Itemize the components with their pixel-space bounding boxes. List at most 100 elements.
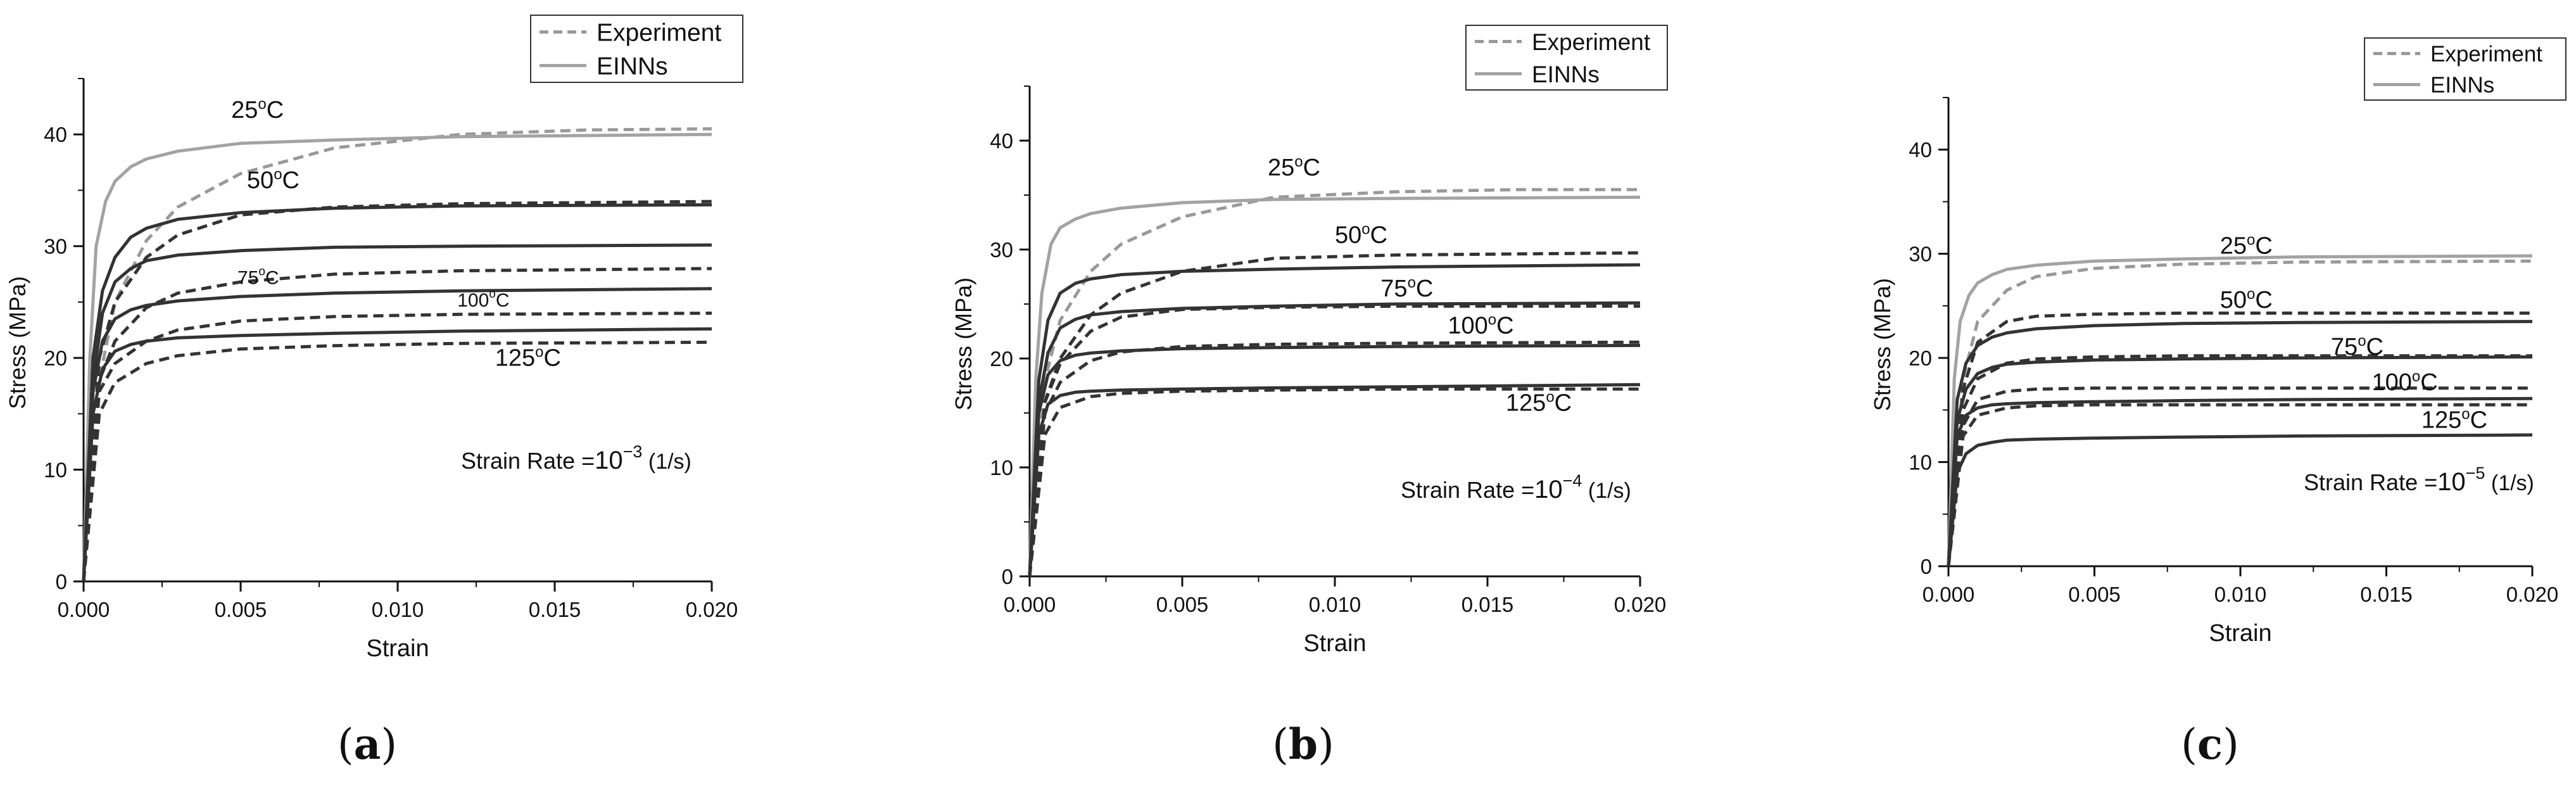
y-tick-label: 40 bbox=[44, 123, 67, 146]
temperature-unit: C bbox=[1555, 390, 1572, 417]
y-tick-label: 30 bbox=[1909, 243, 1932, 266]
panel-tag: (a) bbox=[338, 719, 397, 769]
x-tick-label: 0.015 bbox=[1462, 593, 1514, 616]
x-tick-label: 0.015 bbox=[2360, 583, 2413, 606]
series-line-experiment-100c bbox=[1947, 386, 2532, 567]
temperature-unit: C bbox=[2255, 233, 2272, 260]
temperature-unit: C bbox=[1303, 155, 1320, 181]
x-tick-label: 0.005 bbox=[1156, 593, 1209, 616]
temperature-label: 75oC bbox=[2331, 333, 2383, 360]
panel-tag-open: ( bbox=[2181, 720, 2197, 769]
temperature-label: 50oC bbox=[247, 166, 300, 194]
temperature-value: 25 bbox=[1268, 155, 1294, 181]
degree-superscript: o bbox=[1408, 274, 1416, 291]
panel-tag-open: ( bbox=[338, 720, 354, 769]
series-line-einn-50c bbox=[1947, 320, 2533, 567]
temperature-unit: C bbox=[2255, 287, 2272, 314]
series-line-experiment-25c bbox=[1028, 187, 1640, 577]
temperature-label: 75oC bbox=[1380, 274, 1433, 302]
y-tick-label: 40 bbox=[990, 129, 1013, 153]
series-line-experiment-75c bbox=[1028, 304, 1640, 577]
temperature-value: 100 bbox=[457, 290, 489, 311]
series-line-experiment-25c bbox=[82, 127, 712, 582]
series-line-experiment-75c bbox=[1947, 354, 2532, 567]
y-axis-label: Stress (MPa) bbox=[4, 276, 30, 409]
legend-box bbox=[1465, 25, 1668, 91]
temperature-label: 100oC bbox=[1448, 311, 1513, 339]
legend-label-einns: EINNs bbox=[1532, 61, 1600, 87]
temperature-value: 25 bbox=[231, 97, 258, 124]
series-line-experiment-50c bbox=[1947, 311, 2532, 567]
legend-label-experiment: Experiment bbox=[597, 20, 721, 47]
temperature-label: 25oC bbox=[2220, 232, 2273, 260]
series-line-einn-50c bbox=[82, 203, 712, 582]
strain-rate-unit: (1/s) bbox=[1582, 479, 1631, 503]
temperature-unit: C bbox=[282, 167, 300, 194]
temperature-unit: C bbox=[544, 345, 561, 371]
degree-superscript: o bbox=[2247, 232, 2255, 249]
series-line-einn-100c bbox=[1028, 343, 1641, 577]
legend-label-einns: EINNs bbox=[597, 53, 668, 80]
series-line-einn-25c bbox=[1947, 254, 2533, 567]
y-tick-label: 30 bbox=[44, 235, 67, 258]
temperature-label: 125oC bbox=[495, 343, 561, 371]
temperature-unit: C bbox=[265, 268, 279, 289]
temperature-unit: C bbox=[496, 290, 510, 311]
temperature-unit: C bbox=[2470, 407, 2487, 433]
temperature-label: 100oC bbox=[2371, 368, 2437, 396]
legend-box bbox=[530, 15, 743, 83]
panel-tag-letter: a bbox=[354, 719, 381, 769]
legend-label-experiment: Experiment bbox=[2430, 42, 2542, 67]
strain-rate-base: 10 bbox=[1534, 476, 1563, 504]
panel-tag: (b) bbox=[1272, 719, 1334, 769]
chart-panel-b: 0.000 0.005 0.010 0.015 0.020 0 10 20 30 40 Strain… bbox=[950, 25, 1668, 769]
temperature-value: 75 bbox=[1380, 276, 1407, 302]
legend-label-experiment: Experiment bbox=[1532, 29, 1651, 55]
panel-tag-close: ) bbox=[381, 720, 397, 769]
y-tick-label: 20 bbox=[990, 347, 1013, 371]
temperature-unit: C bbox=[2366, 334, 2383, 360]
degree-superscript: o bbox=[2247, 286, 2255, 303]
y-tick-label: 10 bbox=[44, 459, 67, 482]
x-tick-label: 0.015 bbox=[529, 598, 581, 621]
x-tick-label: 0.000 bbox=[1004, 593, 1056, 616]
y-axis-label: Stress (MPa) bbox=[1869, 278, 1895, 411]
y-tick-label: 10 bbox=[990, 456, 1013, 479]
legend: Experiment EINNs bbox=[1465, 25, 1668, 91]
degree-superscript: o bbox=[274, 166, 282, 183]
degree-superscript: o bbox=[258, 265, 265, 279]
y-tick-label: 0 bbox=[1002, 565, 1013, 588]
x-tick-label: 0.000 bbox=[1923, 583, 1975, 606]
legend: Experiment EINNs bbox=[2364, 37, 2567, 101]
strain-rate-prefix: Strain Rate = bbox=[1401, 477, 1534, 503]
temperature-value: 75 bbox=[237, 268, 258, 289]
temperature-value: 50 bbox=[1335, 222, 1361, 249]
temperature-value: 100 bbox=[1448, 312, 1487, 339]
strain-rate-prefix: Strain Rate = bbox=[2304, 469, 2437, 495]
temperature-value: 25 bbox=[2220, 233, 2247, 260]
degree-superscript: o bbox=[258, 96, 266, 113]
y-tick-label: 0 bbox=[1921, 555, 1932, 578]
y-tick-label: 0 bbox=[56, 570, 67, 593]
x-axis-label: Strain bbox=[366, 635, 429, 662]
temperature-label: 125oC bbox=[1506, 389, 1572, 417]
temperature-label: 50oC bbox=[2220, 286, 2273, 314]
degree-superscript: o bbox=[1488, 311, 1496, 328]
series-line-einn-25c bbox=[1028, 195, 1641, 577]
series-line-einn-125c bbox=[1028, 383, 1641, 577]
temperature-value: 50 bbox=[2220, 287, 2247, 314]
degree-superscript: o bbox=[2412, 368, 2420, 385]
series-line-einn-75c bbox=[1028, 301, 1641, 577]
series-line-experiment-125c bbox=[82, 340, 712, 582]
temperature-value: 125 bbox=[2421, 407, 2461, 433]
degree-superscript: o bbox=[2461, 405, 2470, 422]
temperature-value: 75 bbox=[2331, 334, 2358, 360]
temperature-value: 125 bbox=[495, 345, 535, 371]
temperature-unit: C bbox=[1496, 312, 1513, 339]
y-tick-label: 20 bbox=[44, 346, 67, 370]
y-tick-label: 20 bbox=[1909, 346, 1932, 370]
temperature-label: 75oC bbox=[237, 265, 279, 289]
temperature-unit: C bbox=[1370, 222, 1387, 249]
degree-superscript: o bbox=[1361, 221, 1370, 238]
